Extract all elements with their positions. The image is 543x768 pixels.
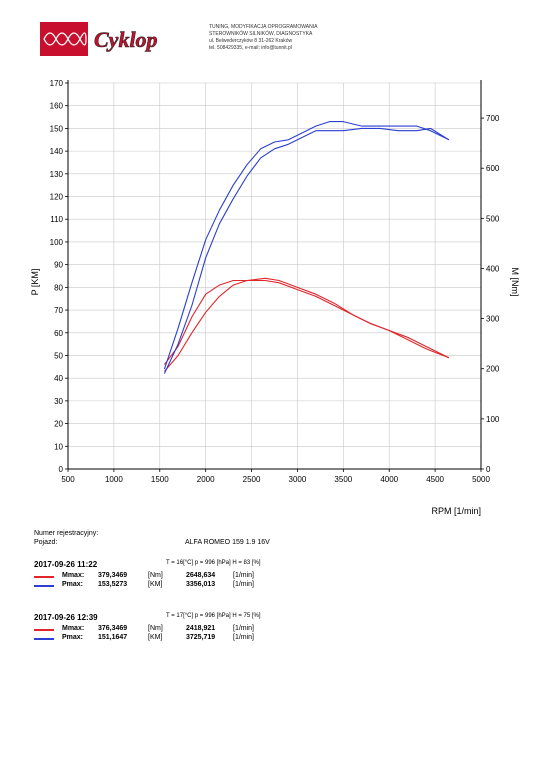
y-tick-label-left: 170 [50,79,64,88]
mmax-unit: [Nm] [148,572,163,579]
series-group [163,121,450,374]
y-tick-label-left: 150 [50,124,64,133]
x-tick-label: 3500 [334,475,352,484]
pmax-unit: [KM] [148,581,163,588]
series-line-red-1 [163,279,450,365]
legend-swatch-blue [34,638,54,640]
legend-swatch-red [34,576,54,578]
x-tick-label: 1000 [105,475,123,484]
company-line: STEROWNIKÓW SILNIKÓW, DIAGNOSTYKA [209,31,313,37]
axes [65,80,484,472]
x-tick-label: 4500 [426,475,444,484]
y-tick-label-right: 700 [486,114,500,123]
x-tick-label: 1500 [151,475,169,484]
run-conditions: T = 17[°C] p = 996 [hPa] H = 75 [%] [166,613,261,619]
mmax-rpm: 2648,634 [186,572,216,579]
y-tick-label-left: 0 [59,465,64,474]
run-conditions: T = 16[°C] p = 996 [hPa] H = 83 [%] [166,560,261,566]
y-tick-label-right: 500 [486,214,500,223]
y-tick-label-right: 300 [486,315,500,324]
pmax-rpm-unit: [1/min] [233,581,255,588]
y-tick-label-left: 160 [50,102,64,111]
mmax-value: 376,3469 [98,625,128,632]
company-line: ul. Belwederczyków 8 31-262 Kraków [209,38,293,44]
pmax-rpm: 3725,719 [186,634,216,641]
y-tick-label-left: 110 [50,215,63,224]
x-tick-label: 3000 [289,475,307,484]
y-tick-label-left: 130 [50,170,64,179]
pmax-value: 153,5273 [98,581,128,588]
logo-emblem [40,22,88,56]
pmax-rpm: 3356,013 [186,581,216,588]
y-tick-label-left: 30 [54,397,63,406]
registration-label: Numer rejestracyjny: [34,530,99,537]
mmax-unit: [Nm] [148,625,163,632]
y-tick-label-left: 40 [54,374,63,383]
y-axis-label-left: P [KM] [30,269,40,296]
tick-labels: 500 1000 1500 2000 2500 3000 3500 4000 4500 50000… [50,79,500,484]
vehicle-value: ALFA ROMEO 159 1.9 16V [185,539,270,546]
series-line-blue-4 [163,127,450,374]
grid [67,82,482,470]
y-axis-label-right: M [Nm] [510,268,520,297]
mmax-label: Mmax: [62,572,85,579]
series-line-red-2 [163,277,450,372]
y-tick-label-left: 140 [50,147,64,156]
logo-wordmark: Cyklop [94,27,158,52]
y-tick-label-left: 20 [54,420,63,429]
pmax-unit: [KM] [148,634,163,641]
company-line: TUNING, MODYFIKACJA OPROGRAMOWANIA [209,24,318,30]
y-tick-label-right: 200 [486,365,500,374]
y-tick-label-left: 120 [50,193,64,202]
company-line: tel. 508429335, e-mail: info@tunnit.pl [209,45,292,51]
mmax-rpm-unit: [1/min] [233,625,255,632]
x-tick-label: 2500 [243,475,261,484]
dyno-chart: 500 1000 1500 2000 2500 3000 3500 4000 4500 50000… [30,79,520,516]
y-tick-label-left: 100 [50,238,64,247]
mmax-rpm: 2418,921 [186,625,216,632]
mmax-rpm-unit: [1/min] [233,572,255,579]
x-tick-label: 2000 [197,475,215,484]
pmax-rpm-unit: [1/min] [233,634,255,641]
y-tick-label-right: 0 [486,465,491,474]
x-tick-label: 5000 [472,475,490,484]
y-tick-label-left: 50 [54,351,63,360]
y-tick-label-left: 90 [54,261,63,270]
x-axis-label: RPM [1/min] [431,506,481,516]
y-tick-label-right: 400 [486,264,500,273]
y-tick-label-left: 80 [54,283,63,292]
x-tick-label: 500 [61,475,75,484]
pmax-value: 151,1647 [98,634,128,641]
company-logo: Cyklop [40,22,200,61]
y-tick-label-left: 60 [54,329,63,338]
y-tick-label-right: 100 [486,415,500,424]
y-tick-label-right: 600 [486,164,500,173]
series-line-blue-3 [163,121,450,370]
legend-swatch-blue [34,585,54,587]
y-tick-label-left: 10 [54,442,63,451]
y-tick-label-left: 70 [54,306,63,315]
pmax-label: Pmax: [62,581,84,588]
company-info: TUNING, MODYFIKACJA OPROGRAMOWANIA STERO… [209,24,317,52]
x-tick-label: 4000 [380,475,398,484]
pmax-label: Pmax: [62,634,84,641]
mmax-value: 379,3469 [98,572,128,579]
run-datetime: 2017-09-26 12:39 [34,613,98,622]
mmax-label: Mmax: [62,625,85,632]
run-datetime: 2017-09-26 11:22 [34,560,98,569]
legend-swatch-red [34,629,54,631]
vehicle-label: Pojazd: [34,539,58,546]
